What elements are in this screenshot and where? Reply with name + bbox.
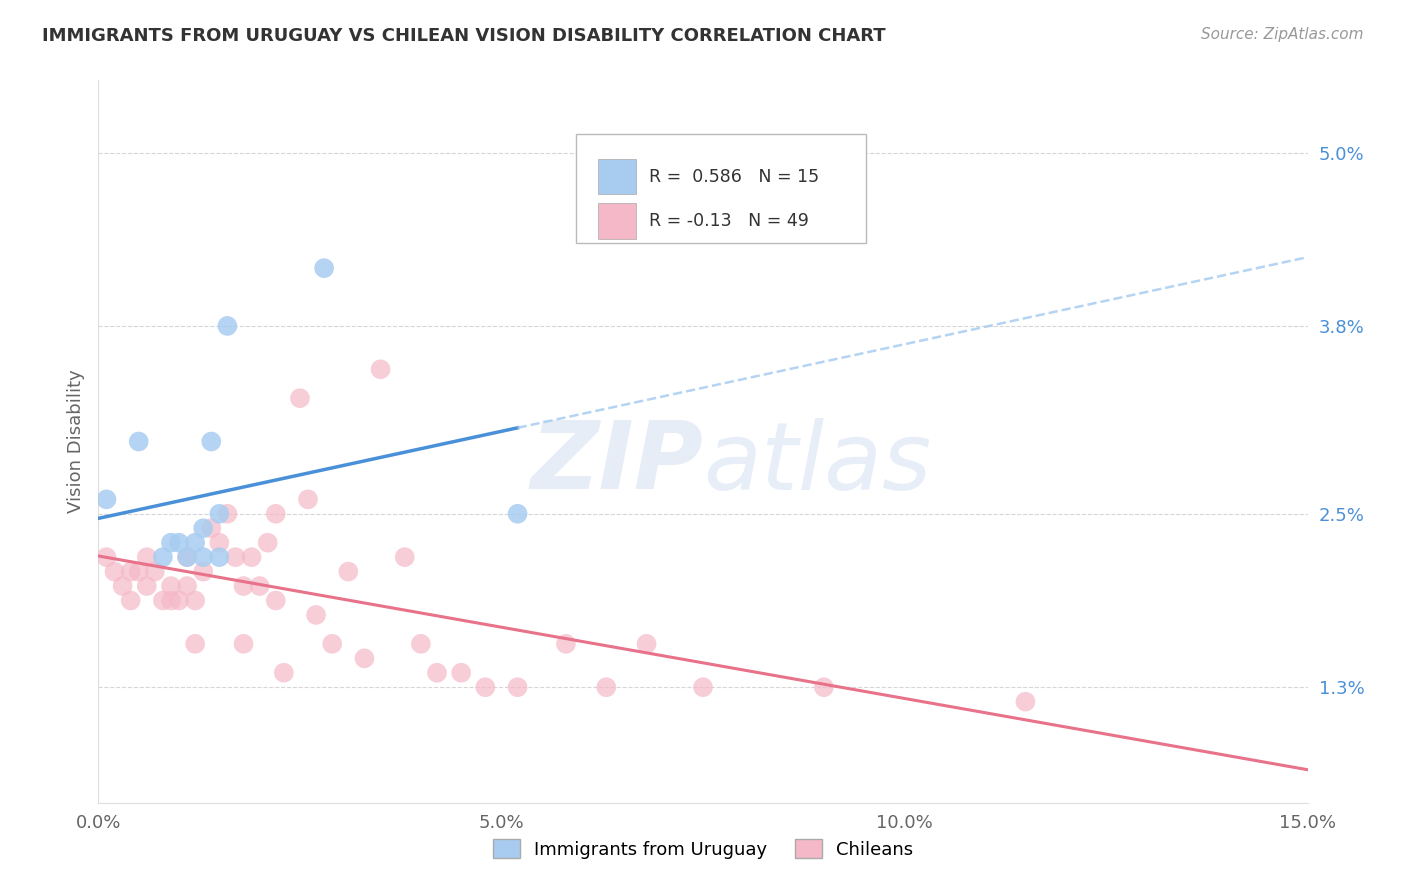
Point — [450, 665, 472, 680]
Point — [193, 550, 215, 565]
Point — [128, 565, 150, 579]
Y-axis label: Vision Disability: Vision Disability — [66, 369, 84, 514]
Point — [103, 565, 125, 579]
Point — [506, 507, 529, 521]
Point — [273, 665, 295, 680]
Point — [426, 665, 449, 680]
Text: ZIP: ZIP — [530, 417, 703, 509]
Text: Source: ZipAtlas.com: Source: ZipAtlas.com — [1201, 27, 1364, 42]
Point — [208, 507, 231, 521]
Point — [160, 535, 183, 549]
Point — [208, 535, 231, 549]
Point — [321, 637, 343, 651]
Point — [193, 521, 215, 535]
FancyBboxPatch shape — [598, 159, 637, 194]
FancyBboxPatch shape — [576, 135, 866, 243]
Text: IMMIGRANTS FROM URUGUAY VS CHILEAN VISION DISABILITY CORRELATION CHART: IMMIGRANTS FROM URUGUAY VS CHILEAN VISIO… — [42, 27, 886, 45]
Point — [474, 680, 496, 694]
Point — [249, 579, 271, 593]
Point — [176, 550, 198, 565]
Point — [692, 680, 714, 694]
Point — [240, 550, 263, 565]
Point — [288, 391, 311, 405]
Point — [96, 550, 118, 565]
Point — [370, 362, 392, 376]
Point — [184, 535, 207, 549]
Point — [217, 507, 239, 521]
FancyBboxPatch shape — [598, 203, 637, 239]
Point — [208, 550, 231, 565]
Point — [305, 607, 328, 622]
Point — [176, 579, 198, 593]
Point — [337, 565, 360, 579]
Point — [353, 651, 375, 665]
Point — [184, 593, 207, 607]
Point — [595, 680, 617, 694]
Point — [128, 434, 150, 449]
Point — [1014, 695, 1036, 709]
Point — [167, 535, 190, 549]
Point — [184, 637, 207, 651]
Point — [314, 261, 336, 276]
Point — [176, 550, 198, 565]
Point — [232, 579, 254, 593]
Point — [152, 593, 174, 607]
Point — [120, 593, 142, 607]
Point — [135, 550, 157, 565]
Point — [555, 637, 578, 651]
Point — [813, 680, 835, 694]
Point — [232, 637, 254, 651]
Point — [167, 593, 190, 607]
Text: atlas: atlas — [703, 417, 931, 508]
Point — [200, 521, 222, 535]
Point — [96, 492, 118, 507]
Point — [394, 550, 416, 565]
Point — [160, 579, 183, 593]
Point — [160, 593, 183, 607]
Point — [636, 637, 658, 651]
Point — [120, 565, 142, 579]
Point — [143, 565, 166, 579]
Point — [409, 637, 432, 651]
Point — [217, 318, 239, 333]
Point — [200, 434, 222, 449]
Point — [111, 579, 134, 593]
Point — [506, 680, 529, 694]
Point — [264, 593, 287, 607]
Point — [297, 492, 319, 507]
Text: R =  0.586   N = 15: R = 0.586 N = 15 — [648, 168, 818, 186]
Point — [264, 507, 287, 521]
Legend: Immigrants from Uruguay, Chileans: Immigrants from Uruguay, Chileans — [494, 839, 912, 859]
Point — [224, 550, 246, 565]
Point — [256, 535, 278, 549]
Point — [193, 565, 215, 579]
Text: R = -0.13   N = 49: R = -0.13 N = 49 — [648, 212, 808, 230]
Point — [152, 550, 174, 565]
Point — [135, 579, 157, 593]
